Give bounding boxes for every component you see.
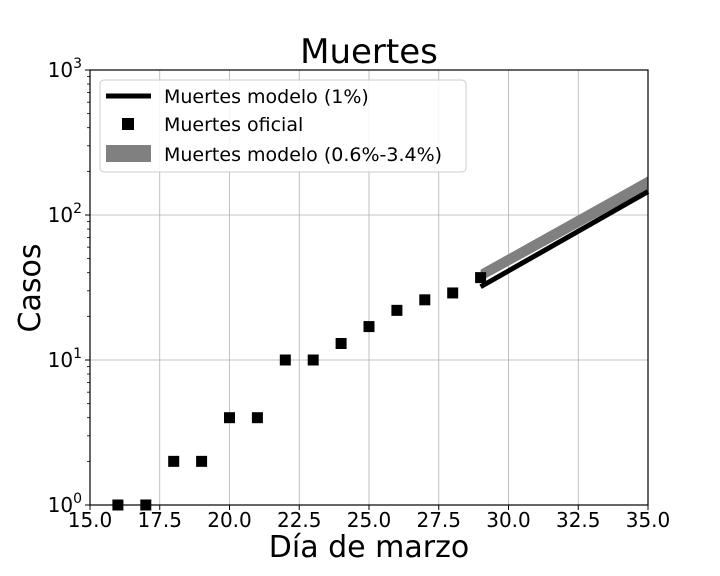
y-tick-label: 103 [48,56,82,82]
y-tick-base: 10 [48,493,73,517]
legend: Muertes modelo (1%) Muertes oficial Muer… [99,79,467,173]
x-tick-label: 32.5 [556,508,601,532]
x-tick-label: 30.0 [486,508,531,532]
data-point [447,287,459,299]
data-point [335,337,347,349]
y-tick-base: 10 [48,58,73,82]
data-point [419,294,431,306]
legend-swatch-marker [122,118,134,130]
y-tick-exponent: 2 [73,201,82,217]
y-tick-base: 10 [48,203,73,227]
x-tick-label: 25.0 [347,508,392,532]
x-tick-label: 35.0 [626,508,671,532]
data-point [168,455,180,467]
y-tick-exponent: 1 [73,346,82,362]
y-tick-exponent: 0 [73,491,82,507]
chart-title: Muertes [300,32,438,72]
x-tick-label: 20.0 [207,508,252,532]
data-point [363,321,375,333]
x-tick-label: 15.0 [68,508,113,532]
data-point [279,354,291,366]
x-axis: 15.0 17.5 20.0 22.5 25.0 27.5 30.0 32.5 35.0 [68,505,671,532]
data-point [224,412,235,424]
band-model-range [480,176,648,282]
data-point [475,272,487,284]
x-tick-label: 27.5 [416,508,461,532]
legend-swatch-band [106,145,151,162]
legend-label-band: Muertes modelo (0.6%-3.4%) [164,144,442,166]
x-tick-label: 22.5 [277,508,322,532]
line-model [479,189,650,289]
legend-label-line: Muertes modelo (1%) [164,86,369,108]
data-point [251,412,263,424]
y-tick-base: 10 [48,348,73,372]
data-point [196,455,208,467]
x-tick-label: 17.5 [137,508,182,532]
x-axis-label: Día de marzo [269,530,469,565]
data-point [391,304,403,316]
y-axis-label: Casos [13,244,48,333]
y-tick-label: 102 [48,201,82,227]
y-tick-exponent: 3 [73,56,82,72]
data-point [307,354,319,366]
y-tick-label: 101 [48,346,82,372]
legend-box [99,79,467,173]
y-tick-label: 100 [48,491,82,517]
legend-label-markers: Muertes oficial [164,114,303,136]
